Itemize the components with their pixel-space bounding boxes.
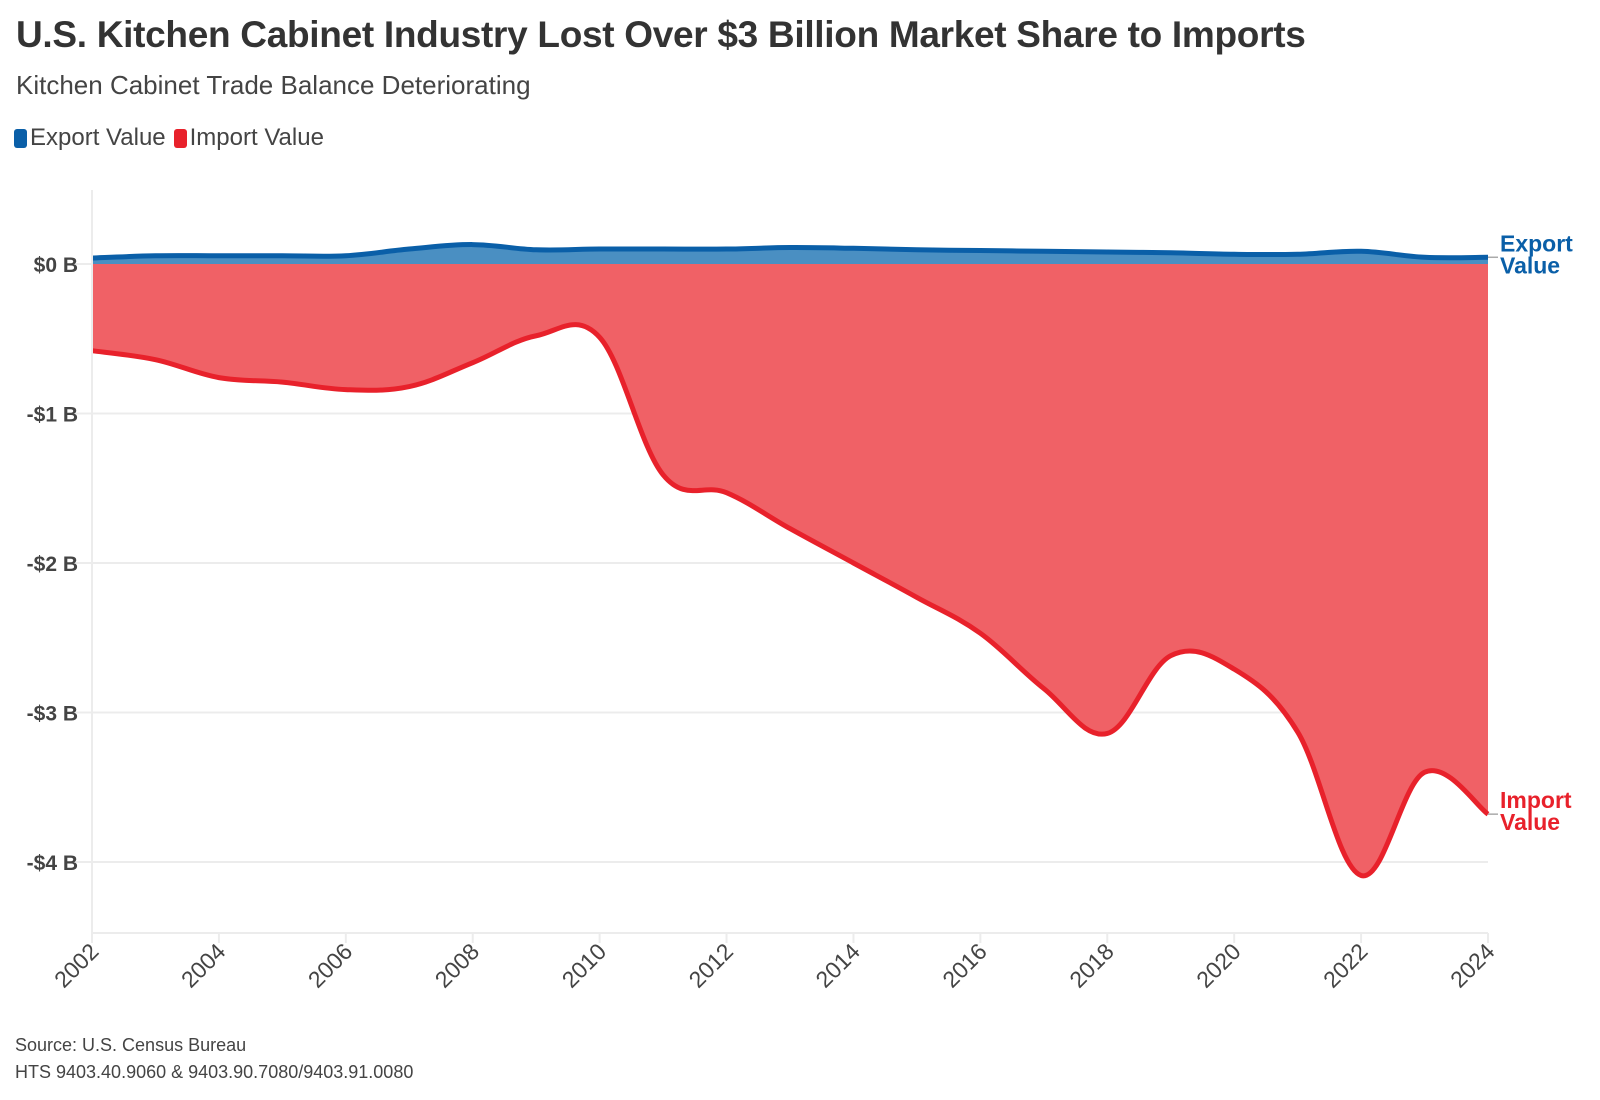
source-note: Source: U.S. Census Bureau <box>15 1035 247 1055</box>
areas <box>91 242 1490 878</box>
end-label-export: Export <box>1500 230 1573 256</box>
end-label-import: Value <box>1500 809 1560 835</box>
line-import <box>91 322 1490 878</box>
chart-title: U.S. Kitchen Cabinet Industry Lost Over … <box>16 14 1306 55</box>
axes <box>91 190 1489 943</box>
x-tick-label: 2014 <box>810 938 865 993</box>
end-label-export: Value <box>1500 252 1560 278</box>
x-tick-label: 2010 <box>557 938 612 993</box>
x-tick-label: 2008 <box>430 938 485 993</box>
x-tick-label: 2004 <box>176 938 231 993</box>
line-export <box>91 242 1489 261</box>
x-tick-label: 2016 <box>937 938 992 993</box>
legend-label-import: Import Value <box>189 124 324 151</box>
x-tick-label: 2018 <box>1064 938 1119 993</box>
y-tick-label: -$2 B <box>27 553 78 576</box>
legend-item-export[interactable]: Export Value <box>14 124 166 152</box>
area-export <box>92 244 1488 264</box>
y-tick-label: -$3 B <box>27 703 78 726</box>
area-import <box>92 264 1488 876</box>
hts-note: HTS 9403.40.9060 & 9403.90.7080/9403.91.… <box>15 1062 414 1082</box>
x-tick-label: 2020 <box>1191 938 1246 993</box>
legend-label-export: Export Value <box>30 124 166 151</box>
y-tick-label: $0 B <box>34 254 78 277</box>
y-tick-label: -$1 B <box>27 404 78 427</box>
legend-item-import[interactable]: Import Value <box>173 124 324 152</box>
x-tick-label: 2006 <box>303 938 358 993</box>
legend-swatch-import <box>173 128 187 148</box>
y-tick-label: -$4 B <box>27 852 78 875</box>
x-tick-label: 2024 <box>1445 938 1500 993</box>
x-tick-label: 2022 <box>1318 938 1373 993</box>
x-tick-label: 2002 <box>49 938 104 993</box>
legend: Export Value Import Value <box>14 124 332 152</box>
chart-subtitle: Kitchen Cabinet Trade Balance Deteriorat… <box>16 70 531 100</box>
x-tick-label: 2012 <box>684 938 739 993</box>
end-label-import: Import <box>1500 787 1572 813</box>
legend-swatch-export <box>14 128 27 148</box>
